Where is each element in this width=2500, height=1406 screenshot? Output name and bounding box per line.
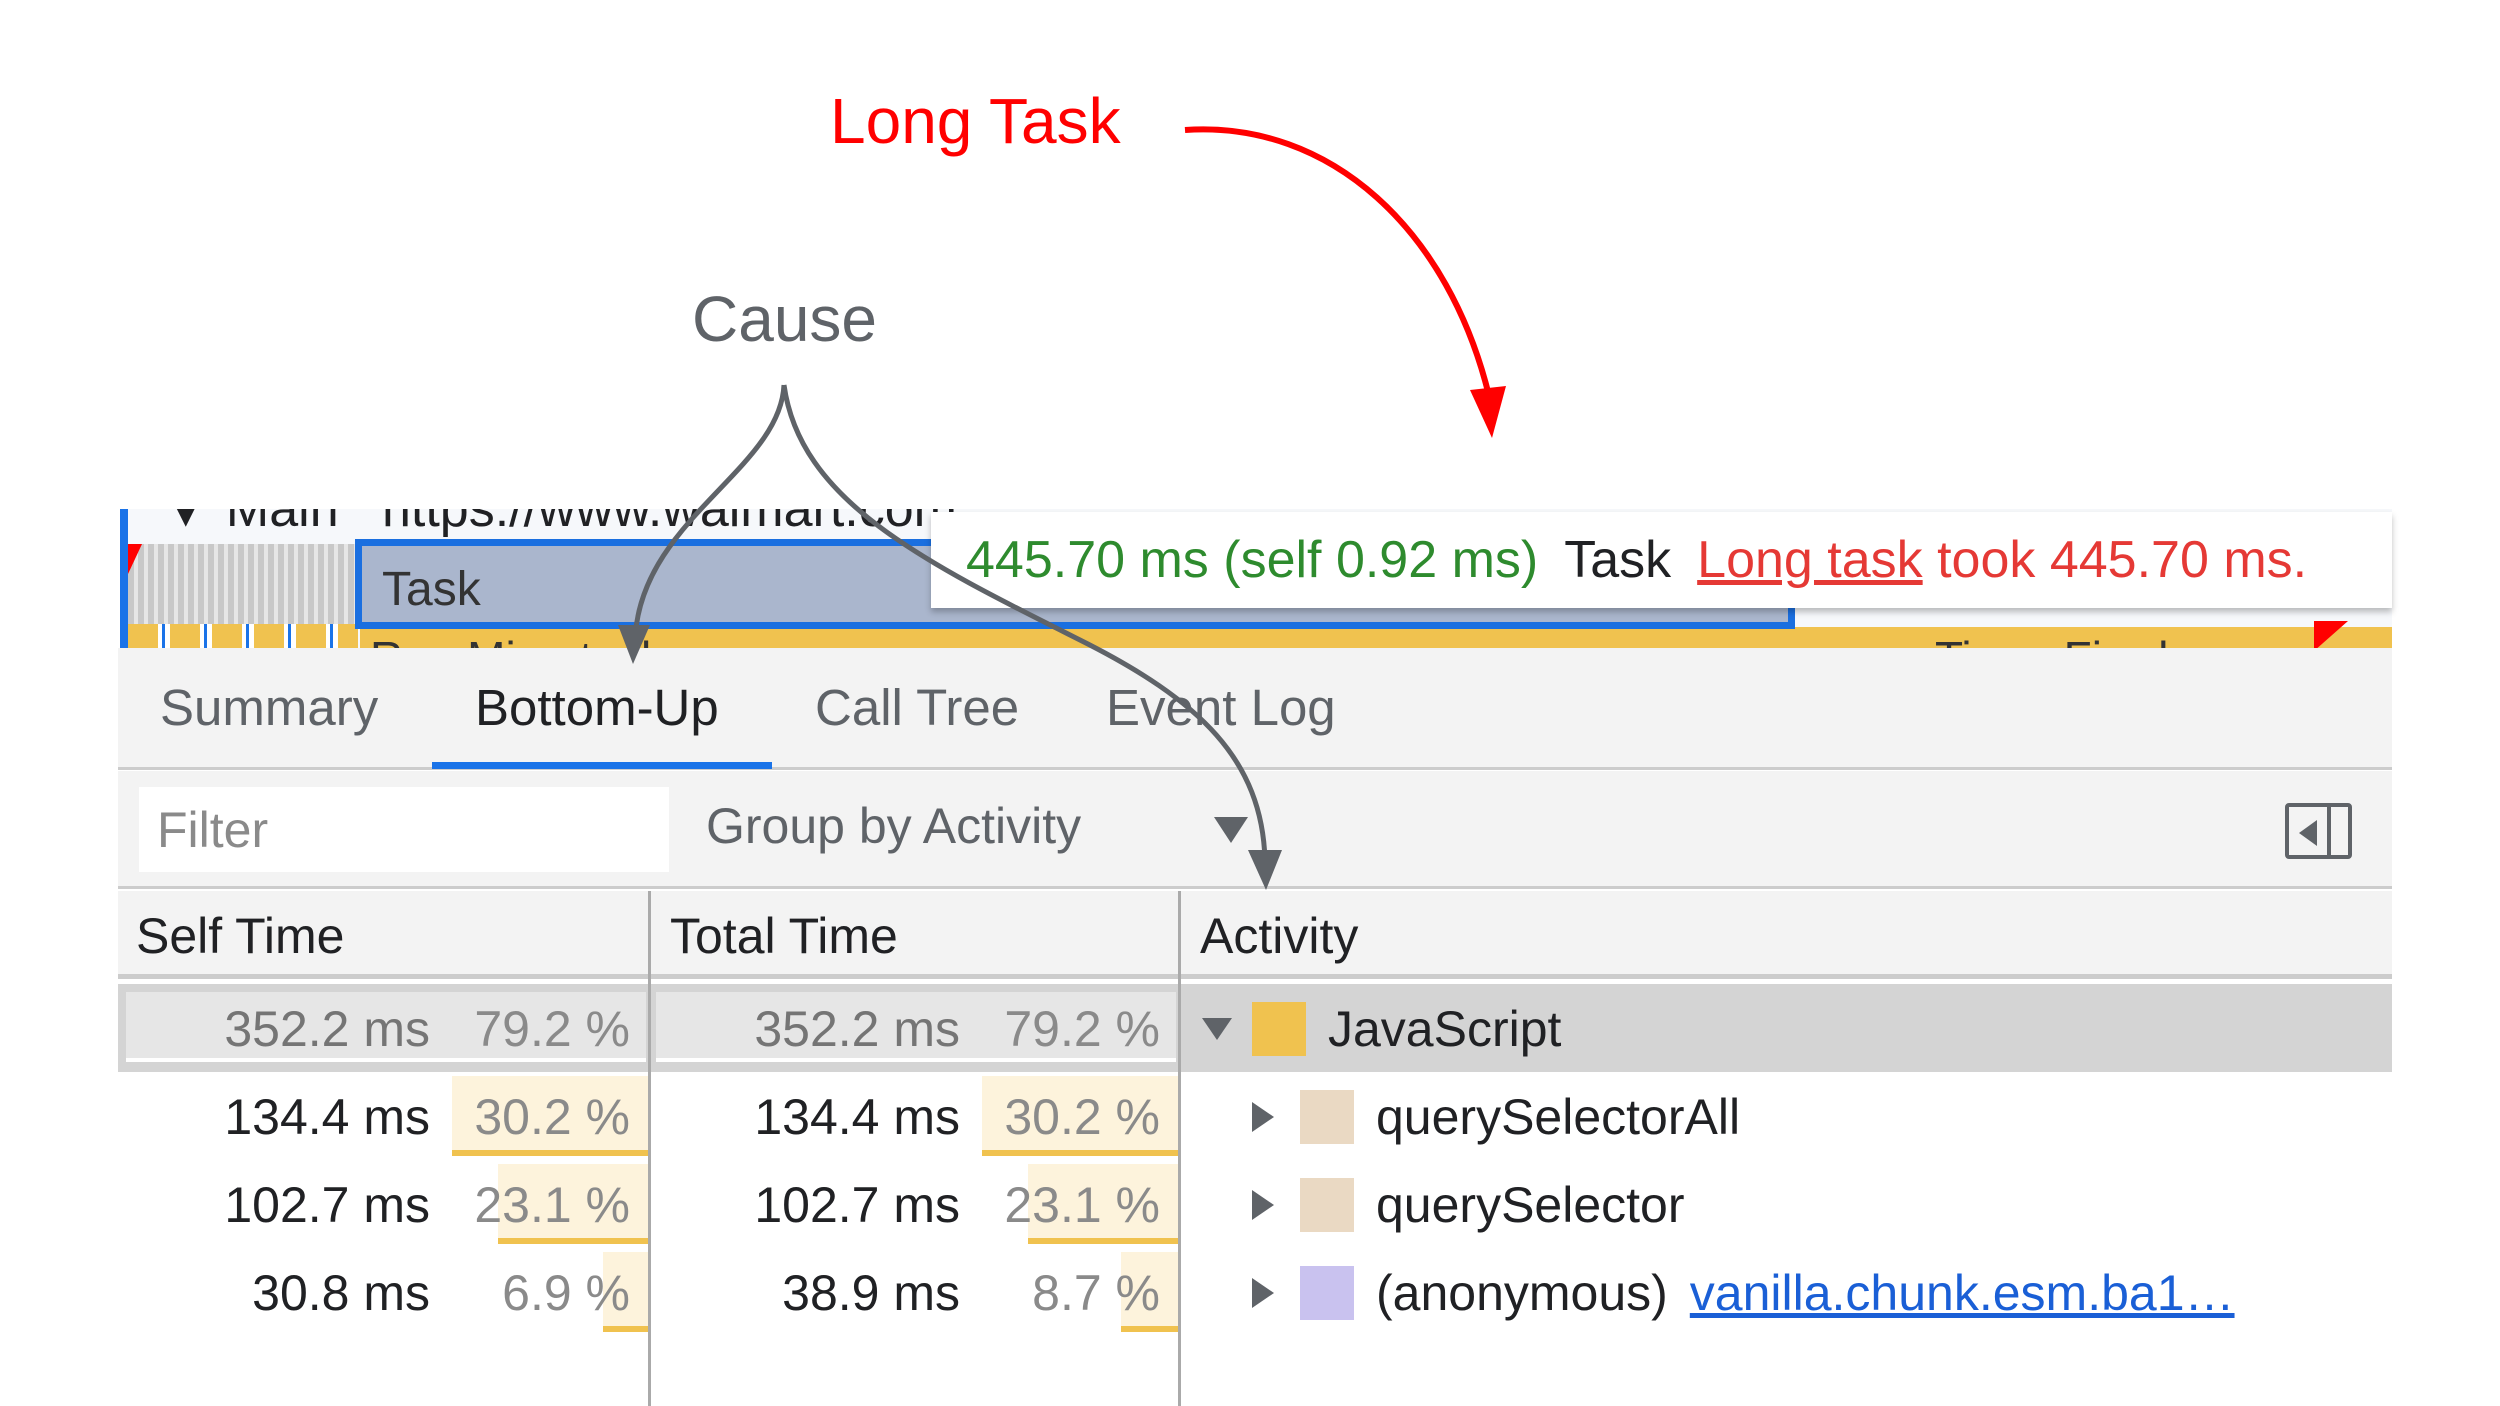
total-percent: 30.2 % — [1004, 1089, 1160, 1145]
tooltip-warning: Long task took 445.70 ms. — [1697, 530, 2307, 590]
long-task-marker — [128, 544, 142, 574]
activity-name: JavaScript — [1328, 1001, 1562, 1057]
dropdown-arrow-icon[interactable] — [1214, 817, 1248, 843]
self-percent-bar — [498, 1164, 648, 1244]
self-time: 30.8 ms — [252, 1265, 430, 1321]
total-percent-bar — [1028, 1164, 1178, 1244]
total-percent-bar — [1121, 1252, 1178, 1332]
self-time: 352.2 ms — [224, 1001, 430, 1057]
total-time: 102.7 ms — [754, 1177, 960, 1233]
self-percent-bar — [452, 1076, 648, 1156]
category-color-swatch — [1300, 1090, 1354, 1144]
filter-input[interactable] — [139, 787, 669, 872]
tab-event-log[interactable]: Event Log — [1106, 679, 1336, 736]
long-task-link[interactable]: Long task — [1697, 531, 1923, 589]
table-row[interactable]: 134.4 ms 30.2 % 134.4 ms 30.2 % querySelecto… — [118, 1072, 2392, 1160]
total-percent: 8.7 % — [1032, 1265, 1160, 1321]
activity-name: (anonymous) — [1376, 1265, 1668, 1321]
run-microtasks-event[interactable]: Run Microtasks — [370, 631, 687, 648]
details-panel: Summary Bottom-Up Call Tree Event Log Gr… — [118, 648, 2392, 1406]
main-track-header[interactable]: ▼ Main https://www.walmart.com — [160, 509, 957, 539]
column-divider[interactable] — [1178, 891, 1181, 1406]
self-time: 134.4 ms — [224, 1089, 430, 1145]
tab-bar: Summary Bottom-Up Call Tree Event Log — [118, 648, 2392, 770]
left-arrow-icon — [2299, 820, 2317, 846]
category-color-swatch — [1300, 1266, 1354, 1320]
selected-cell-bg — [656, 992, 1176, 1062]
long-task-annotation: Long Task — [830, 85, 1121, 157]
tooltip-name: Task — [1564, 531, 1672, 589]
active-tab-indicator — [432, 762, 772, 769]
expand-down-icon[interactable] — [1202, 1018, 1232, 1040]
long-task-arrowhead — [1470, 386, 1506, 438]
tab-bottom-up[interactable]: Bottom-Up — [475, 679, 719, 736]
task-tooltip: 445.70 ms (self 0.92 ms) Task Long task … — [931, 512, 2392, 608]
column-self-time[interactable]: Self Time — [136, 908, 345, 964]
activity-cell: querySelectorAll — [1376, 1088, 1740, 1146]
self-time: 102.7 ms — [224, 1177, 430, 1233]
warning-text: took 445.70 ms. — [1937, 531, 2308, 589]
small-js-events[interactable] — [128, 624, 358, 648]
column-total-time[interactable]: Total Time — [670, 908, 898, 964]
cause-annotation: Cause — [692, 283, 877, 355]
table-header: Self Time Total Time Activity — [118, 891, 2392, 979]
self-percent-bar — [603, 1252, 648, 1332]
toggle-sidebar-button[interactable] — [2285, 803, 2352, 859]
total-percent: 79.2 % — [1004, 1001, 1160, 1057]
total-time: 352.2 ms — [754, 1001, 960, 1057]
total-time: 38.9 ms — [782, 1265, 960, 1321]
selected-cell-bg — [126, 992, 646, 1062]
self-percent: 6.9 % — [502, 1265, 630, 1321]
tab-call-tree[interactable]: Call Tree — [815, 679, 1020, 736]
track-url: https://www.walmart.com — [381, 509, 957, 538]
total-percent-bar — [982, 1076, 1178, 1156]
column-activity[interactable]: Activity — [1200, 908, 1359, 964]
category-color-swatch — [1252, 1002, 1306, 1056]
activity-name: querySelectorAll — [1376, 1089, 1741, 1145]
toolbar: Group by Activity — [118, 771, 2392, 889]
long-task-marker-right — [2314, 621, 2348, 648]
activity-name: querySelector — [1376, 1177, 1685, 1233]
table-row[interactable]: 352.2 ms 79.2 % 352.2 ms 79.2 % JavaScript — [118, 984, 2392, 1072]
group-by-select[interactable]: Group by Activity — [706, 798, 1082, 854]
timeline-left-border — [120, 509, 128, 648]
tooltip-duration: 445.70 ms (self 0.92 ms) — [966, 531, 1539, 589]
total-percent: 23.1 % — [1004, 1177, 1160, 1233]
tab-summary[interactable]: Summary — [160, 679, 379, 736]
long-task-arrow — [1184, 126, 1493, 401]
self-percent: 30.2 % — [474, 1089, 630, 1145]
panel-divider-icon — [2327, 807, 2331, 855]
total-time: 134.4 ms — [754, 1089, 960, 1145]
activity-cell: querySelector — [1376, 1176, 1685, 1234]
self-percent: 79.2 % — [474, 1001, 630, 1057]
category-color-swatch — [1300, 1178, 1354, 1232]
expand-right-icon[interactable] — [1252, 1190, 1274, 1220]
expand-right-icon[interactable] — [1252, 1102, 1274, 1132]
expand-right-icon[interactable] — [1252, 1278, 1274, 1308]
self-percent: 23.1 % — [474, 1177, 630, 1233]
column-divider[interactable] — [648, 891, 651, 1406]
source-link[interactable]: vanilla.chunk.esm.ba1… — [1689, 1265, 2235, 1321]
track-label: ▼ Main — [160, 509, 339, 538]
task-label: Task — [382, 563, 481, 616]
timer-fired-event[interactable]: Timer Fired — [1935, 631, 2168, 648]
activity-cell: (anonymous) vanilla.chunk.esm.ba1… — [1376, 1264, 2235, 1322]
table-row[interactable]: 30.8 ms 6.9 % 38.9 ms 8.7 % (anonymous) vanil… — [118, 1248, 2392, 1336]
table-row[interactable]: 102.7 ms 23.1 % 102.7 ms 23.1 % querySelecto… — [118, 1160, 2392, 1248]
js-events-bar[interactable]: Run Microtasks Timer Fired — [360, 627, 2392, 648]
activity-cell: JavaScript — [1328, 1000, 1561, 1058]
